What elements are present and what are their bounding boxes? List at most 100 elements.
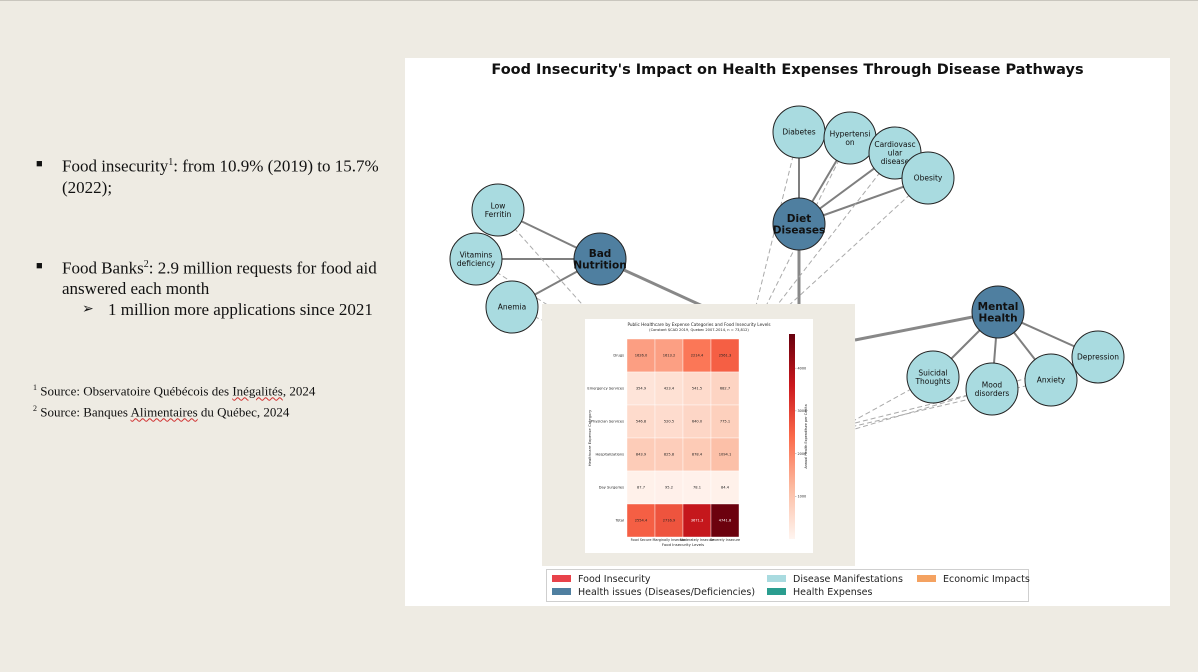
heatmap-cell [682,470,712,505]
heatmap-value-label: 87.7 [637,486,645,490]
colorbar-tick-label: 1000 [798,494,807,498]
heatmap-cell [710,437,740,472]
heatmap-value-label: 354.9 [636,387,647,391]
colorbar-tick-label: 3000 [798,409,807,413]
legend-label: Disease Manifestations [793,574,903,585]
node-vitamins[interactable]: Vitamins deficiency [449,232,503,286]
node-low-ferritin[interactable]: Low Ferritin [471,183,525,237]
node-circle [1071,330,1125,384]
node-bad-nutrition[interactable]: Bad Nutrition [573,232,627,286]
node-label: Anemia [498,303,526,312]
heatmap-value-label: 546.8 [636,420,647,424]
heatmap-value-label: 78.1 [693,486,701,490]
heatmap-value-label: 4741.8 [719,519,732,523]
heatmap-col-label: Marginally Insecure [652,538,685,542]
node-circle [772,197,826,251]
sub-bullet: ➢ 1 million more applications since 2021 [36,299,406,320]
bullet-food-banks: ■ Food Banks2: 2.9 million requests for … [36,254,406,300]
colorbar-tick-label: 2000 [798,452,807,456]
heatmap-value-label: 843.9 [636,453,647,457]
node-hypertension[interactable]: Hypertensi on [823,111,877,165]
heatmap-value-label: 2716.9 [663,519,676,523]
node-anxiety[interactable]: Anxiety [1024,353,1078,407]
heatmap-cell [710,404,740,439]
heatmap-value-label: 2214.4 [691,354,704,358]
heatmap-cell [654,503,684,538]
node-label: Diabetes [782,128,815,137]
heatmap-cell [682,404,712,439]
node-mood[interactable]: Mood disorders [965,362,1019,416]
legend-item-health-expenses: Health Expenses [767,586,872,599]
node-circle [965,362,1019,416]
heatmap-value-label: 2554.4 [635,519,648,523]
legend-swatch [767,588,786,595]
arrow-bullet-icon: ➢ [82,302,94,318]
heatmap-value-label: 775.1 [720,420,730,424]
legend-item-economic-impacts: Economic Impacts [917,573,1030,586]
heatmap-cell [710,371,740,406]
colorbar-label: Annual Health Expenditure per Capita [804,404,808,468]
sub-bullet-text: 1 million more applications since 2021 [108,300,373,320]
heatmap-value-label: 682.7 [720,387,730,391]
source-text: du Québec, 2024 [197,404,290,420]
bullet-text: : from 10.9% (2019) to 15.7% (2022); [62,156,379,197]
source-2: 2 Source: Banques Alimentaires du Québec… [33,400,315,421]
node-label: Diet Diseases [773,213,825,237]
heatmap-value-label: 84.4 [721,486,730,490]
legend: Food Insecurity Health issues (Diseases/… [546,569,1030,602]
node-circle [971,285,1025,339]
node-anemia[interactable]: Anemia [485,280,539,334]
dashed-edge-diet-2 [757,152,896,331]
source-text: , 2024 [282,383,316,399]
node-label: Anxiety [1037,376,1066,385]
node-circle [573,232,627,286]
footnote-ref: 2 [143,258,149,270]
node-diet-diseases[interactable]: Diet Diseases [772,197,826,251]
heatmap-cell [682,503,712,538]
node-label: Depression [1077,353,1119,362]
heatmap-cell [710,470,740,505]
heatmap-inset[interactable]: Public Healthcare by Expense Categories … [542,304,855,566]
heatmap-ylabel: Healthcare Expense Category [587,409,592,466]
heatmap-col-label: Severely Insecure [710,538,740,542]
heatmap-row-label: Hospitalizations [595,453,624,457]
heatmap-svg: Public Healthcare by Expense Categories … [587,322,808,547]
legend-item-disease-manifestations: Disease Manifestations [767,573,903,586]
node-label: Hypertensi on [830,129,871,147]
source-text: Source: Banques [37,404,131,420]
legend-swatch [917,575,936,582]
node-depression[interactable]: Depression [1071,330,1125,384]
node-mental-health[interactable]: Mental Health [971,285,1025,339]
node-label: Low Ferritin [485,201,512,219]
heatmap-row-label: Physician Services [591,420,624,424]
heatmap-value-label: 825.8 [664,453,675,457]
heatmap-value-label: 878.4 [692,453,703,457]
legend-label: Food Insecurity [578,574,651,585]
node-circle [1024,353,1078,407]
heatmap-value-label: 541.5 [692,387,702,391]
source-1: 1 Source: Observatoire Québécois des Iné… [33,379,315,400]
heatmap-cell [682,371,712,406]
bullet-food-insecurity: ■ Food insecurity1: from 10.9% (2019) to… [36,152,406,198]
node-label: Cardiovasc ular disease [874,140,915,166]
legend-swatch [552,575,571,582]
heatmap-value-label: 1613.2 [663,354,676,358]
pathway-figure[interactable]: Bad Nutrition Diet Diseases Mental Health Low F… [405,58,1170,606]
top-divider [0,0,1198,1]
heatmap-cell [626,470,656,505]
heatmap-cell [654,338,684,373]
heatmap-cell [626,371,656,406]
node-diabetes[interactable]: Diabetes [772,105,826,159]
node-circle [485,280,539,334]
footnote-number: 1 [33,383,37,392]
node-suicidal[interactable]: Suicidal Thoughts [906,350,960,404]
heatmap-cell [710,503,740,538]
heatmap-cell [682,338,712,373]
node-label: Bad Nutrition [573,248,626,271]
node-layer: Bad Nutrition Diet Diseases Mental Health Low F… [449,105,1125,416]
footnote-number: 2 [33,404,37,414]
heatmap-cell [654,404,684,439]
node-obesity[interactable]: Obesity [901,151,955,205]
legend-swatch [767,575,786,582]
heatmap-value-label: 2561.3 [719,354,732,358]
